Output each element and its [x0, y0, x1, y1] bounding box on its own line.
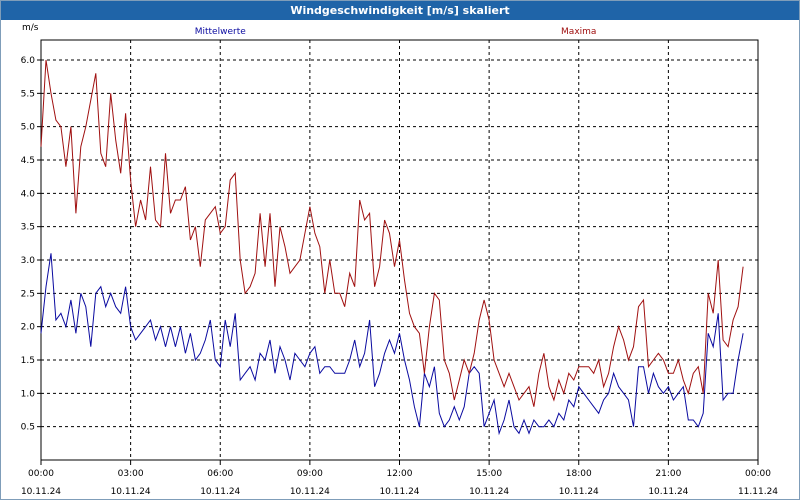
y-tick-label: 2.0: [21, 323, 36, 333]
axes: 0.5 1.0 1.5 2.0 2.5 3.0 3.5 4.0 4.5 5.0 5.5 6.0 m/s 0…: [21, 23, 779, 497]
x-tick-label-date: 11.11.24: [738, 487, 778, 497]
x-tick-label-date: 10.11.24: [111, 487, 151, 497]
y-tick-label: 3.0: [21, 256, 36, 266]
y-axis-label: m/s: [22, 23, 39, 33]
y-tick-label: 2.5: [21, 289, 35, 299]
x-tick-label-time: 21:00: [655, 469, 681, 479]
y-tick-label: 1.0: [21, 389, 36, 399]
y-tick-label: 1.5: [21, 356, 35, 366]
x-tick-label-date: 10.11.24: [559, 487, 599, 497]
x-tick-label-time: 00:00: [28, 469, 54, 479]
y-tick-label: 5.5: [21, 89, 35, 99]
x-tick-label-time: 09:00: [297, 469, 323, 479]
y-tick-label: 3.5: [21, 223, 35, 233]
series-label-maxima: Maxima: [561, 27, 596, 37]
y-tick-label: 4.5: [21, 156, 35, 166]
y-tick-label: 4.0: [21, 189, 36, 199]
series-labels: Mittelwerte Maxima: [195, 27, 597, 37]
x-tick-label-time: 15:00: [476, 469, 502, 479]
x-tick-label-time: 03:00: [118, 469, 144, 479]
x-tick-label-date: 10.11.24: [290, 487, 330, 497]
x-tick-label-date: 10.11.24: [21, 487, 61, 497]
y-tick-label: 5.0: [21, 123, 36, 133]
x-tick-label-date: 10.11.24: [469, 487, 509, 497]
x-tick-label-date: 10.11.24: [379, 487, 419, 497]
x-tick-label-time: 12:00: [387, 469, 413, 479]
y-tick-label: 6.0: [21, 56, 36, 66]
series-line-maxima: [40, 59, 744, 407]
wind-speed-chart: 0.5 1.0 1.5 2.0 2.5 3.0 3.5 4.0 4.5 5.0 5.5 6.0 m/s 0…: [21, 23, 779, 497]
x-tick-label-time: 00:00: [745, 469, 771, 479]
series-label-mittelwerte: Mittelwerte: [195, 27, 246, 37]
y-tick-label: 0.5: [21, 423, 35, 433]
x-tick-label-time: 06:00: [207, 469, 233, 479]
x-tick-label-time: 18:00: [566, 469, 592, 479]
series: [40, 59, 744, 436]
grid: [41, 40, 758, 460]
window-title: Windgeschwindigkeit [m/s] skaliert: [1, 1, 799, 20]
series-line-mittelwerte: [40, 253, 744, 436]
x-tick-label-date: 10.11.24: [648, 487, 688, 497]
x-tick-label-date: 10.11.24: [200, 487, 240, 497]
